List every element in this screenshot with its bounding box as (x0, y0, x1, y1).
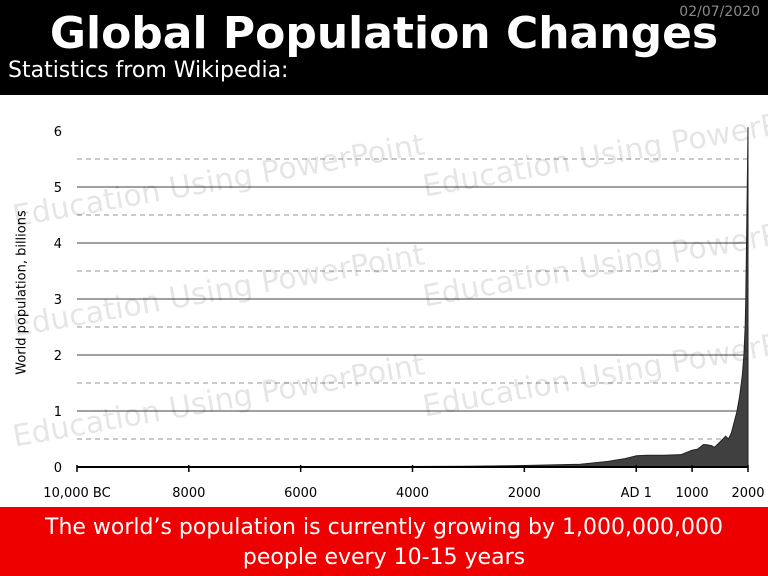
x-tick-label: 2000 (508, 486, 541, 501)
y-tick-label: 2 (54, 349, 62, 364)
population-area (76, 127, 749, 468)
y-axis-label: World population, billions (14, 210, 30, 375)
y-tick-label: 4 (54, 237, 62, 252)
footer-line-2: people every 10-15 years (242, 545, 526, 570)
footer-banner: The world’s population is currently grow… (0, 507, 768, 576)
y-tick-label: 3 (54, 293, 62, 308)
x-tick-label: 4000 (396, 486, 429, 501)
x-tick-label: 1000 (676, 486, 709, 501)
x-tick-label: 6000 (284, 486, 317, 501)
x-tick-label: 10,000 BC (43, 486, 110, 501)
y-tick-label: 5 (54, 181, 62, 196)
x-tick-label: 2000 (731, 486, 764, 501)
footer-line-1: The world’s population is currently grow… (45, 515, 723, 540)
x-tick-label: 8000 (172, 486, 205, 501)
date-label: 02/07/2020 (679, 4, 760, 20)
footer-message: The world’s population is currently grow… (0, 513, 768, 573)
y-tick-label: 6 (54, 125, 62, 140)
x-tick-label: AD 1 (621, 486, 652, 501)
population-chart: 0 1 2 3 4 5 6 10,000 BC 8000 6000 4000 2000 AD 1 1000… (43, 125, 764, 501)
header-bar: Global Population Changes 02/07/2020 Sta… (0, 0, 768, 95)
page-title: Global Population Changes (49, 8, 719, 59)
subtitle: Statistics from Wikipedia: (8, 58, 289, 83)
y-tick-label: 1 (54, 405, 62, 420)
y-tick-label: 0 (54, 461, 62, 476)
